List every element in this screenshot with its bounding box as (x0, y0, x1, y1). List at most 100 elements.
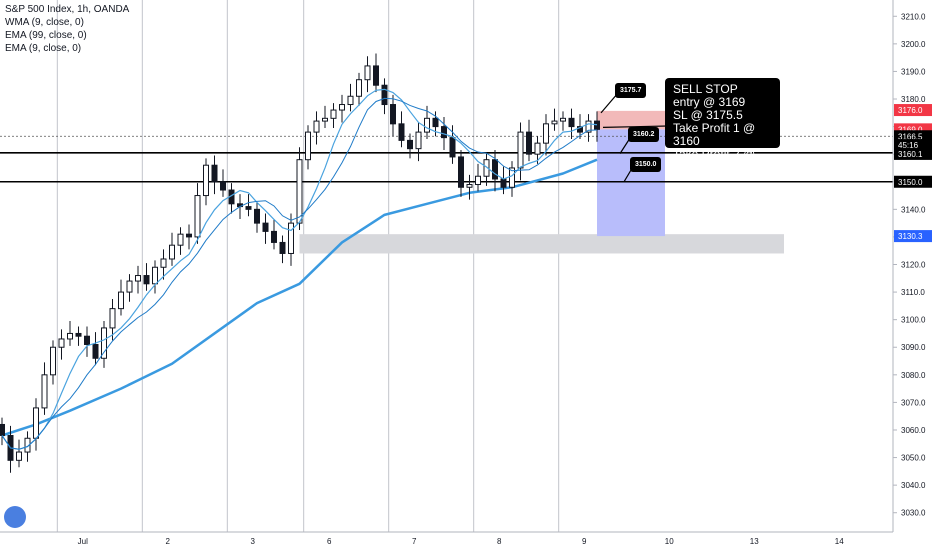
candle-body[interactable] (203, 164, 209, 197)
candle-body[interactable] (381, 84, 388, 106)
candle-body[interactable] (492, 159, 498, 180)
candle-body[interactable] (254, 208, 260, 224)
candle-body[interactable] (500, 178, 507, 188)
time-tick-label: 13 (750, 537, 759, 546)
candle-body[interactable] (390, 104, 396, 125)
candle-body[interactable] (296, 159, 303, 224)
stop-loss-zone[interactable] (597, 110, 665, 130)
candle-body[interactable] (475, 175, 481, 186)
candle-body[interactable] (58, 338, 65, 348)
candle-body[interactable] (279, 241, 286, 254)
candle-body[interactable] (594, 120, 600, 130)
candle-body[interactable] (407, 139, 413, 150)
candle-body[interactable] (585, 120, 592, 133)
candle-body[interactable] (509, 167, 515, 188)
candle-body[interactable] (169, 244, 175, 260)
candle-body[interactable] (118, 291, 124, 310)
price-badge-label: 3150.0 (898, 178, 923, 187)
candle-body[interactable] (50, 346, 56, 376)
candle-body[interactable] (152, 266, 158, 285)
candle-body[interactable] (534, 142, 541, 155)
candle-body[interactable] (126, 280, 133, 293)
candle-body[interactable] (432, 117, 439, 128)
price-badge[interactable] (894, 230, 932, 243)
candle-body[interactable] (373, 65, 379, 86)
candle-body[interactable] (568, 117, 575, 128)
price-badge[interactable] (894, 147, 932, 160)
candle-body[interactable] (551, 120, 558, 125)
price-badge-label: 3176.0 (898, 106, 923, 115)
candle-body[interactable] (245, 206, 252, 210)
callout-take-profit-1[interactable]: 3160.2 (628, 127, 660, 142)
candle-body[interactable] (16, 451, 22, 461)
candle-body[interactable] (364, 65, 371, 81)
ema9-line (1, 97, 598, 450)
candle-body[interactable] (449, 137, 456, 158)
legend-indicator-wma: WMA (9, close, 0) (5, 17, 84, 28)
price-badge-label: 3169.0 (898, 125, 923, 134)
candle-body[interactable] (330, 109, 337, 119)
candle-body[interactable] (398, 123, 405, 141)
candle-body[interactable] (135, 275, 141, 282)
price-tick-label: 3050.0 (901, 454, 926, 463)
tradingview-logo-icon[interactable] (4, 506, 26, 528)
price-tick-label: 3040.0 (901, 481, 926, 490)
candle-body[interactable] (143, 275, 150, 285)
price-tick-label: 3090.0 (901, 343, 926, 352)
price-badge[interactable] (894, 104, 932, 117)
candle-body[interactable] (424, 117, 430, 133)
candle-body[interactable] (262, 222, 269, 232)
candle-body[interactable] (24, 437, 31, 453)
candle-body[interactable] (33, 407, 39, 439)
candle-body[interactable] (84, 335, 90, 345)
candle-body[interactable] (211, 164, 218, 183)
candle-body[interactable] (67, 332, 73, 340)
price-tick-label: 3080.0 (901, 371, 926, 380)
candle-body[interactable] (313, 120, 320, 133)
candle-body[interactable] (101, 327, 107, 359)
annotation-line: SELL STOP (673, 82, 738, 96)
candle-body[interactable] (109, 308, 116, 329)
candle-body[interactable] (577, 126, 583, 133)
candle-body[interactable] (220, 181, 226, 191)
wma9-line (1, 88, 598, 450)
candle-body[interactable] (356, 79, 362, 97)
candle-body[interactable] (517, 131, 524, 169)
callout-take-profit-2[interactable]: 3150.0 (630, 157, 662, 172)
time-tick-label: 8 (497, 537, 502, 546)
candle-body[interactable] (458, 156, 464, 188)
time-tick-label: 14 (835, 537, 844, 546)
candle-body[interactable] (305, 131, 311, 161)
candle-body[interactable] (466, 184, 473, 188)
candle-body[interactable] (194, 195, 201, 238)
candle-body[interactable] (186, 233, 192, 238)
candle-body[interactable] (322, 117, 328, 122)
candle-body[interactable] (560, 117, 566, 122)
candle-body[interactable] (339, 104, 345, 111)
candle-body[interactable] (271, 230, 277, 243)
candle-body[interactable] (41, 374, 48, 409)
time-tick-label: 7 (412, 537, 417, 546)
support-zone[interactable] (299, 234, 785, 254)
price-badge-label: 3166.5 (898, 132, 923, 141)
annotation-line: Take Profit 2 @ 3150 (673, 147, 756, 174)
candle-body[interactable] (543, 123, 549, 144)
price-badge[interactable] (894, 123, 932, 136)
candle-body[interactable] (441, 126, 447, 139)
candle-body[interactable] (0, 423, 5, 437)
candle-body[interactable] (483, 159, 490, 177)
candle-body[interactable] (75, 332, 82, 337)
candle-body[interactable] (160, 258, 167, 268)
candle-body[interactable] (92, 343, 99, 359)
callout-stop-loss[interactable]: 3175.7 (615, 83, 647, 98)
candle-body[interactable] (177, 233, 184, 246)
price-tick-label: 3140.0 (901, 205, 926, 214)
price-badge[interactable] (894, 175, 932, 188)
candle-body[interactable] (415, 131, 422, 150)
target-zone[interactable] (597, 129, 665, 237)
candle-body[interactable] (347, 95, 354, 106)
candle-body[interactable] (288, 222, 294, 254)
candle-body[interactable] (526, 131, 532, 155)
trade-annotation[interactable]: SELL STOP entry @ 3169 SL @ 3175.5 Take … (665, 78, 780, 174)
